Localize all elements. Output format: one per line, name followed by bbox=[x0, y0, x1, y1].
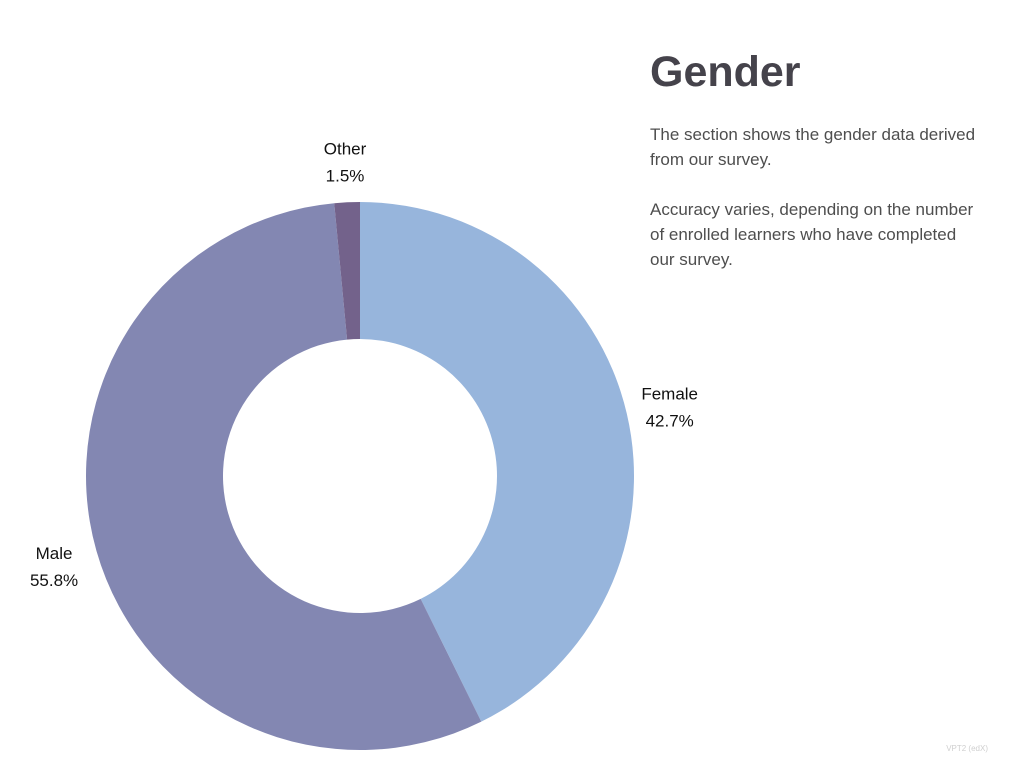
label-male-value: 55.8% bbox=[30, 571, 78, 590]
description-paragraph-1: The section shows the gender data derive… bbox=[650, 125, 976, 169]
label-male: Male 55.8% bbox=[30, 544, 78, 590]
donut-slices bbox=[85, 202, 634, 751]
label-other-value: 1.5% bbox=[326, 166, 365, 185]
slice-female bbox=[360, 202, 634, 722]
page-title: Gender bbox=[650, 48, 801, 96]
label-female-name: Female bbox=[641, 385, 698, 404]
description-paragraph-2: Accuracy varies, depending on the number… bbox=[650, 200, 974, 269]
slice-other bbox=[334, 202, 360, 340]
label-other: Other 1.5% bbox=[324, 139, 367, 185]
label-male-name: Male bbox=[36, 544, 73, 563]
footer-note: VPT2 (edX) bbox=[946, 744, 988, 753]
label-other-name: Other bbox=[324, 139, 367, 158]
label-female-value: 42.7% bbox=[646, 412, 694, 431]
slice-male bbox=[85, 203, 482, 751]
label-female: Female 42.7% bbox=[641, 385, 698, 431]
donut-labels: Female 42.7% Male 55.8% Other 1.5% bbox=[30, 139, 698, 589]
info-panel: Gender The section shows the gender data… bbox=[650, 48, 980, 272]
